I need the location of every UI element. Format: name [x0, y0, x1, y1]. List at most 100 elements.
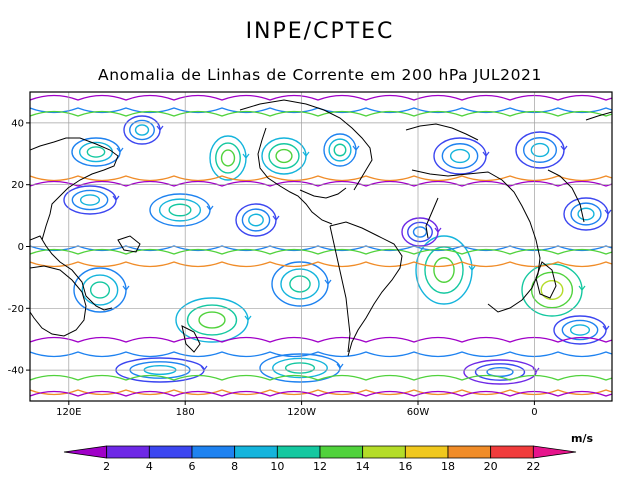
streamline-loop [198, 311, 226, 329]
lat-lon-grid [30, 92, 612, 401]
streamline-arrow [532, 367, 540, 373]
streamline-loop [522, 137, 558, 163]
colorbar-bin [319, 445, 364, 459]
colorbar-tick-label: 14 [356, 460, 370, 473]
colorbar-tick-label: 22 [526, 460, 540, 473]
colorbar-tick-label: 18 [441, 460, 455, 473]
streamline-zonal [30, 248, 612, 255]
colorbar-tick-label: 8 [231, 460, 238, 473]
map-title: Anomalia de Linhas de Corrente em 200 hP… [98, 66, 542, 84]
streamline-arrow [206, 205, 214, 211]
streamline-loop [220, 149, 236, 167]
streamline-loop [215, 142, 241, 174]
streamline-loop [441, 143, 479, 169]
streamline-arrow [434, 227, 442, 233]
streamline-loop [449, 148, 471, 164]
streamline-zonal [30, 110, 612, 117]
streamline-loop [569, 324, 591, 336]
streamline-loop [561, 319, 599, 341]
colorbar-bin [148, 445, 193, 459]
colorbar-tick-label: 12 [313, 460, 327, 473]
streamline-arrow [156, 125, 164, 131]
lat-tick-label: 0 [18, 242, 24, 253]
streamline-loop [486, 366, 514, 378]
colorbar-tick-label: 10 [270, 460, 284, 473]
streamline-arrow [482, 151, 490, 157]
lat-tick-label: 20 [11, 180, 24, 191]
streamline-loop [530, 142, 550, 158]
streamline-arrow [272, 215, 280, 221]
streamline-arrow [352, 145, 360, 151]
streamline-arrow [324, 279, 332, 285]
colorbar-bin [276, 445, 321, 459]
streamline-loop [407, 221, 433, 243]
longitude-ticks: 120E180120W60W060E [56, 401, 538, 418]
streamline-loop [71, 189, 109, 211]
streamline-loop [89, 281, 111, 299]
streamline-arrow [302, 151, 310, 157]
streamline-loop [530, 271, 574, 309]
latitude-ticks: 40 20 0 -20 -40 [8, 118, 30, 377]
colorbar-tick-label: 4 [146, 460, 153, 473]
streamline-loop [168, 203, 192, 217]
streamline-loop [412, 226, 428, 238]
streamline-zonal [30, 245, 612, 252]
lat-tick-label: -40 [8, 366, 24, 377]
lat-tick-label: 40 [11, 118, 24, 129]
streamline-arrow [122, 285, 130, 291]
streamline-loop [186, 304, 238, 336]
streamline-loop [289, 275, 311, 293]
streamline-loop [248, 213, 264, 227]
streamline-loop [86, 146, 106, 158]
streamline-arrow [468, 265, 476, 271]
streamline-loop [134, 124, 150, 136]
streamline-zonal [30, 374, 612, 381]
streamline-arrow [602, 325, 610, 331]
streamline-zonal [30, 389, 612, 396]
lon-tick-label: 0 [531, 407, 537, 418]
colorbar-tick-label: 20 [484, 460, 498, 473]
lon-tick-label: 120E [56, 407, 81, 418]
colorbar-bin [362, 445, 406, 459]
streamline-arrow [112, 195, 120, 201]
streamline-zonal [30, 336, 612, 343]
streamline-zonal [30, 175, 612, 182]
colorbar: 2 4 6 8 10 12 14 16 18 20 22 m/s [63, 432, 593, 473]
streamline-loop [272, 357, 328, 379]
colorbar-unit: m/s [571, 432, 593, 445]
colorbar-bin [63, 445, 108, 459]
streamline-loop [158, 198, 202, 222]
streamline-zonal [30, 261, 612, 268]
colorbar-tick-label: 16 [398, 460, 412, 473]
coastlines-layer [30, 99, 612, 357]
streamline-zonal [30, 107, 612, 114]
streamline-arrow [242, 153, 250, 159]
colorbar-bin [447, 445, 492, 459]
streamline-arrow [336, 363, 344, 369]
agency-title: INPE/CPTEC [246, 19, 395, 44]
streamline-arrow [116, 147, 124, 153]
streamline-zonal [30, 390, 612, 397]
lon-tick-label: 180 [176, 407, 195, 418]
streamline-loop [81, 274, 119, 306]
streamline-loop [284, 362, 316, 374]
streamline-loop [241, 208, 271, 232]
streamline-loop [328, 138, 352, 162]
streamline-loop [424, 246, 464, 294]
streamline-arrow [560, 145, 568, 151]
colorbar-bin [490, 445, 534, 459]
streamline-zonal [30, 94, 612, 101]
streamline-loop [79, 194, 101, 206]
streamline-loop [577, 207, 595, 221]
colorbar-bin [404, 445, 449, 459]
lon-tick-label: 60W [407, 407, 430, 418]
lon-tick-label: 120W [287, 407, 316, 418]
colorbar-bins [63, 445, 577, 459]
streamline-loop [433, 257, 455, 283]
streamline-loop [540, 279, 564, 301]
lat-tick-label: -20 [8, 304, 24, 315]
streamline-loop [474, 363, 526, 381]
colorbar-bin [191, 445, 236, 459]
streamline-loop [275, 148, 293, 164]
